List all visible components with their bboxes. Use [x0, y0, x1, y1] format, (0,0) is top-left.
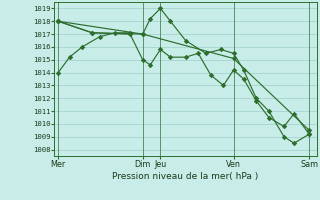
- X-axis label: Pression niveau de la mer( hPa ): Pression niveau de la mer( hPa ): [112, 172, 259, 181]
